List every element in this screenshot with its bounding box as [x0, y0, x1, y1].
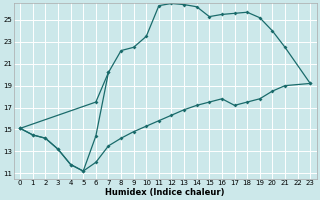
X-axis label: Humidex (Indice chaleur): Humidex (Indice chaleur): [106, 188, 225, 197]
